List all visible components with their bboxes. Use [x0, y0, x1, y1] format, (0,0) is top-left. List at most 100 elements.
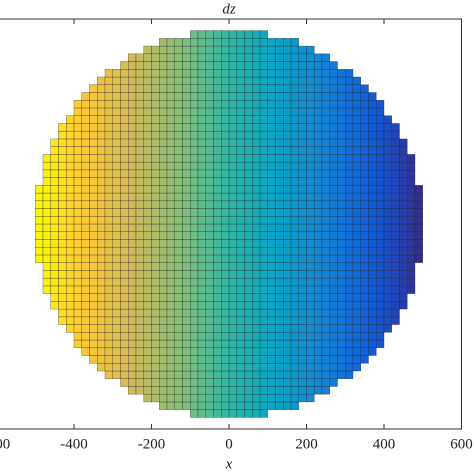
- cell: [352, 154, 361, 163]
- cell: [151, 308, 160, 318]
- cell: [283, 92, 292, 101]
- cell: [244, 370, 253, 379]
- cell: [283, 355, 292, 364]
- cell: [174, 61, 183, 70]
- cell: [104, 308, 113, 318]
- cell: [66, 231, 75, 240]
- cell: [236, 45, 245, 55]
- cell: [66, 316, 75, 325]
- cell: [221, 53, 230, 62]
- cell: [337, 355, 346, 364]
- cell: [58, 285, 67, 294]
- cell: [166, 308, 175, 318]
- cell: [205, 347, 214, 356]
- cell: [368, 107, 377, 116]
- cell: [159, 138, 168, 147]
- cell: [236, 177, 245, 186]
- cell: [174, 277, 183, 287]
- cell: [252, 293, 261, 302]
- cell: [360, 84, 369, 93]
- cell: [283, 277, 292, 287]
- cell: [205, 401, 214, 410]
- cell: [166, 61, 175, 70]
- cell: [104, 69, 113, 78]
- cell: [112, 154, 121, 163]
- cell: [368, 223, 377, 232]
- cell: [283, 130, 292, 140]
- cell: [104, 347, 113, 356]
- cell: [213, 254, 222, 263]
- cell: [112, 262, 121, 271]
- cell: [128, 386, 137, 395]
- cell: [352, 316, 361, 325]
- cell: [112, 254, 121, 263]
- cell: [228, 308, 237, 318]
- cell: [368, 208, 377, 217]
- cell: [190, 316, 199, 325]
- cell: [135, 177, 144, 186]
- cell: [135, 61, 144, 70]
- cell: [314, 270, 323, 279]
- cell: [298, 362, 307, 372]
- cell: [352, 301, 361, 310]
- cell: [159, 277, 168, 287]
- cell: [221, 301, 230, 310]
- cell: [182, 61, 191, 70]
- cell: [120, 316, 129, 325]
- cell: [89, 239, 98, 248]
- cell: [228, 38, 237, 47]
- cell: [376, 231, 385, 240]
- cell: [104, 154, 113, 163]
- cell: [329, 239, 338, 248]
- cell: [399, 169, 408, 178]
- cell: [135, 53, 144, 62]
- cell: [151, 200, 160, 209]
- cell: [213, 308, 222, 318]
- cell: [97, 301, 106, 310]
- cell: [166, 239, 175, 248]
- cell: [143, 107, 152, 116]
- cell: [306, 123, 315, 132]
- cell: [290, 270, 299, 279]
- cell: [259, 177, 268, 186]
- cell: [290, 393, 299, 403]
- cell: [182, 169, 191, 178]
- cell: [368, 99, 377, 109]
- cell: [290, 401, 299, 410]
- cell: [360, 324, 369, 333]
- cell: [368, 285, 377, 294]
- cell: [213, 231, 222, 240]
- cell: [283, 61, 292, 70]
- cell: [275, 76, 284, 86]
- cell: [81, 347, 90, 356]
- cell: [151, 386, 160, 395]
- cell: [143, 146, 152, 155]
- cell: [298, 99, 307, 109]
- cell: [66, 270, 75, 279]
- cell: [399, 146, 408, 155]
- cell: [205, 362, 214, 372]
- cell: [407, 246, 416, 256]
- cell: [376, 262, 385, 271]
- cell: [275, 393, 284, 403]
- cell: [174, 45, 183, 55]
- cell: [182, 123, 191, 132]
- cell: [112, 308, 121, 318]
- cell: [174, 270, 183, 279]
- cell: [120, 84, 129, 93]
- cell: [104, 76, 113, 86]
- cell: [321, 161, 330, 171]
- cell: [151, 192, 160, 202]
- cell: [190, 38, 199, 47]
- cell: [407, 277, 416, 287]
- cell: [89, 200, 98, 209]
- cell: [205, 409, 214, 418]
- cell: [376, 161, 385, 171]
- cell: [197, 277, 206, 287]
- cell: [376, 154, 385, 163]
- cell: [391, 216, 400, 225]
- cell: [104, 161, 113, 171]
- cell: [205, 270, 214, 279]
- cell: [345, 239, 354, 248]
- cell: [112, 239, 121, 248]
